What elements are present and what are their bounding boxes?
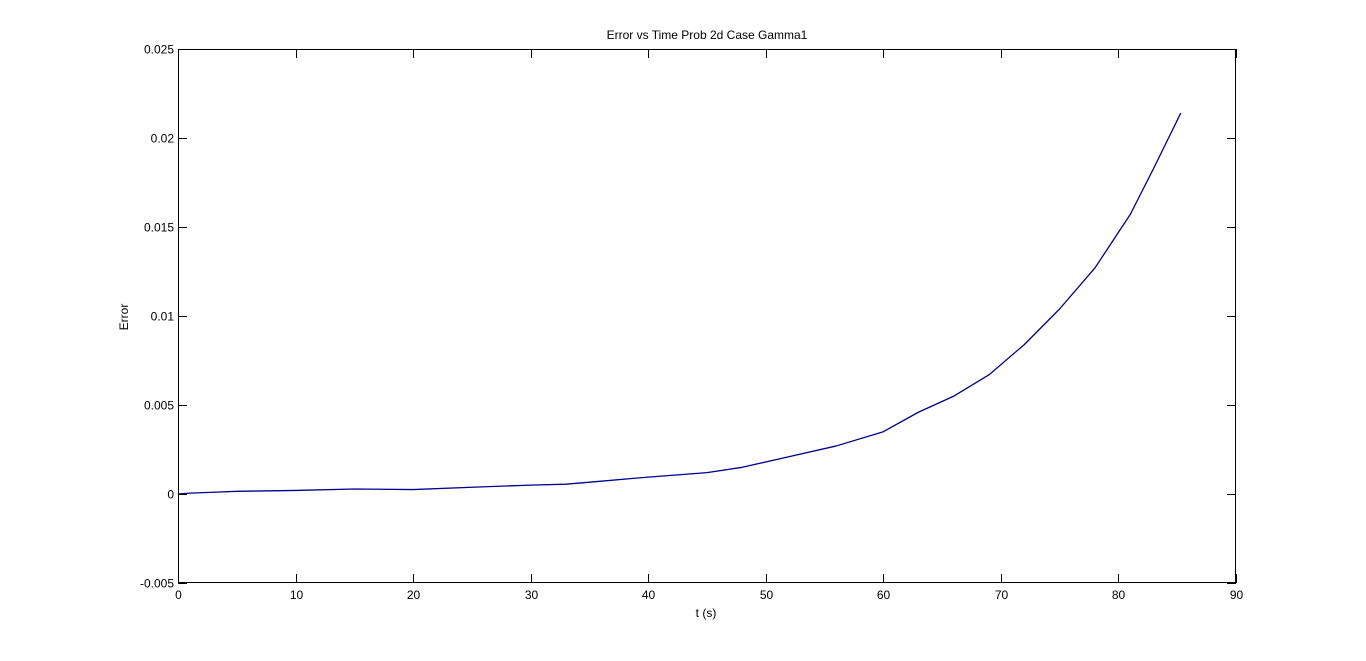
y-tick-label-2: 0.005: [144, 399, 174, 413]
series-line-0: [177, 112, 1182, 495]
y-tick-label-0: -0.005: [140, 577, 174, 591]
y-tick-label-6: 0.025: [144, 43, 174, 57]
x-tick-label-2: 20: [407, 588, 421, 602]
y-tick-label-1: 0: [167, 488, 174, 502]
plot-area: [178, 49, 1236, 583]
x-tick-label-8: 80: [1112, 588, 1126, 602]
x-tick-label-1: 10: [290, 588, 304, 602]
x-tick-label-4: 40: [642, 588, 656, 602]
y-tick-label-5: 0.02: [151, 132, 175, 146]
y-tick-label-4: 0.015: [144, 221, 174, 235]
chart-title: Error vs Time Prob 2d Case Gamma1: [607, 28, 808, 42]
x-axis-label: t (s): [696, 606, 717, 620]
x-tick-label-6: 60: [877, 588, 891, 602]
x-tick-label-9: 90: [1230, 588, 1244, 602]
x-tick-label-3: 30: [525, 588, 539, 602]
y-tick-label-3: 0.01: [151, 310, 175, 324]
y-axis-label: Error: [117, 304, 131, 331]
series-group: [177, 112, 1182, 495]
axes-group: 0 10 20 30 40 50 60 70 80 90-0.00500.0050.010.015…: [140, 43, 1244, 603]
x-tick-label-7: 70: [995, 588, 1009, 602]
plot-background: [178, 49, 1236, 583]
x-tick-label-0: 0: [175, 588, 182, 602]
x-tick-label-5: 50: [760, 588, 774, 602]
